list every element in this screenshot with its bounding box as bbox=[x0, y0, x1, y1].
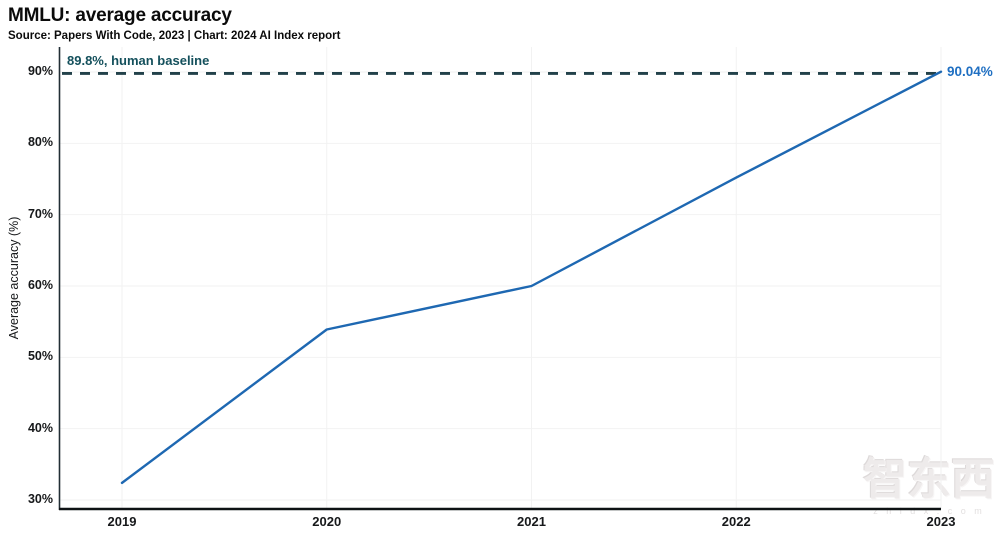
human-baseline-annotation: 89.8%, human baseline bbox=[67, 53, 210, 68]
final-value-label: 90.04% bbox=[947, 64, 993, 79]
watermark-logo: 智东西 bbox=[863, 455, 995, 504]
y-tick-label: 70% bbox=[27, 206, 53, 221]
x-tick-label: 2020 bbox=[312, 514, 342, 529]
y-tick-label: 60% bbox=[27, 278, 53, 292]
y-tick-label: 90% bbox=[27, 64, 53, 78]
y-tick-label: 50% bbox=[27, 349, 53, 364]
x-tick-label: 2022 bbox=[721, 514, 751, 529]
accuracy-line bbox=[120, 70, 943, 485]
x-tick-label: 2023 bbox=[926, 514, 956, 529]
watermark-site: z h i d x . c o m bbox=[873, 506, 985, 516]
chart-title: MMLU: average accuracy bbox=[8, 5, 232, 26]
watermark: 智东西 z h i d x . c o m bbox=[858, 455, 1000, 517]
y-tick-label: 40% bbox=[27, 420, 53, 435]
y-tick-label: 80% bbox=[27, 135, 53, 150]
x-tick-label: 2019 bbox=[107, 514, 137, 529]
chart-header: MMLU: average accuracy Source: Papers Wi… bbox=[8, 4, 340, 42]
x-tick-label: 2021 bbox=[517, 514, 546, 529]
y-tick-label: 30% bbox=[27, 492, 53, 506]
chart-source: Source: Papers With Code, 2023 | Chart: … bbox=[8, 30, 341, 42]
